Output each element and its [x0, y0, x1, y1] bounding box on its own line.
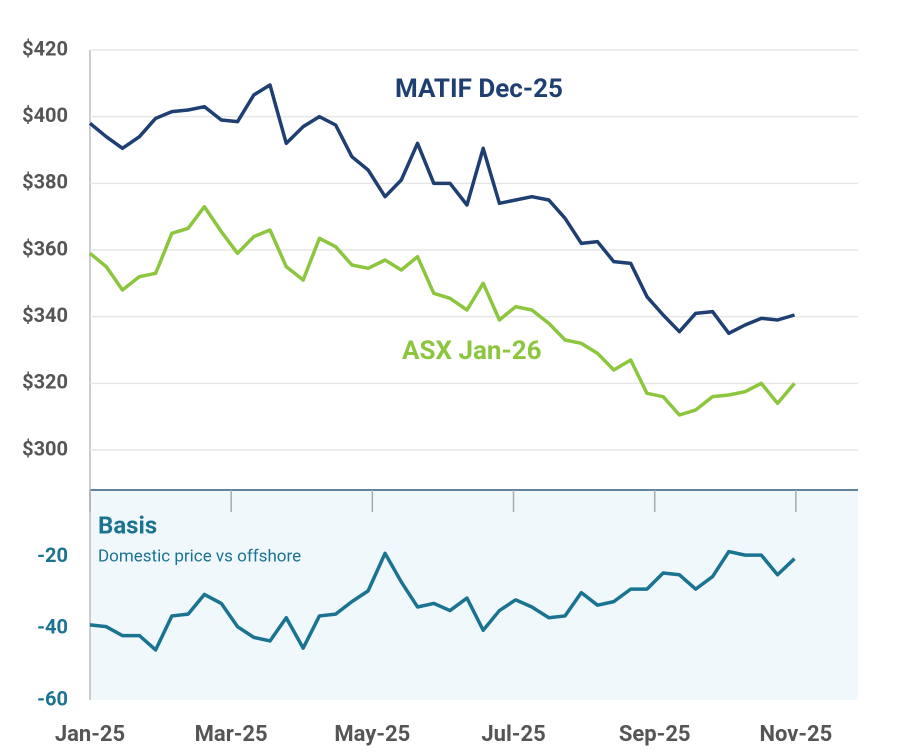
y-tick-label: $320 — [22, 370, 68, 394]
series-label: MATIF Dec-25 — [395, 74, 563, 104]
x-tick-label: Sep-25 — [619, 722, 691, 747]
basis-title: Basis — [98, 511, 157, 539]
y-tick-label: -60 — [37, 686, 68, 710]
y-tick-label: $360 — [22, 236, 68, 260]
series-label: ASX Jan-26 — [402, 336, 542, 366]
y-tick-label: $420 — [22, 36, 68, 60]
basis-subtitle: Domestic price vs offshore — [98, 546, 301, 566]
x-tick-label: Jul-25 — [481, 722, 545, 747]
series-line — [88, 83, 795, 336]
series-line — [88, 204, 796, 417]
x-tick-label: May-25 — [334, 722, 410, 747]
basis-panel — [90, 490, 858, 700]
y-tick-label: -20 — [37, 543, 68, 567]
y-tick-label: -40 — [37, 615, 68, 639]
y-tick-label: $300 — [22, 436, 68, 460]
series-line — [89, 549, 796, 652]
x-tick-label: Jan-25 — [55, 722, 125, 747]
y-tick-label: $380 — [22, 170, 68, 194]
y-tick-label: $400 — [22, 103, 68, 127]
x-tick-label: Mar-25 — [195, 722, 268, 747]
y-tick-label: $340 — [22, 303, 68, 327]
x-tick-label: Nov-25 — [759, 722, 832, 747]
